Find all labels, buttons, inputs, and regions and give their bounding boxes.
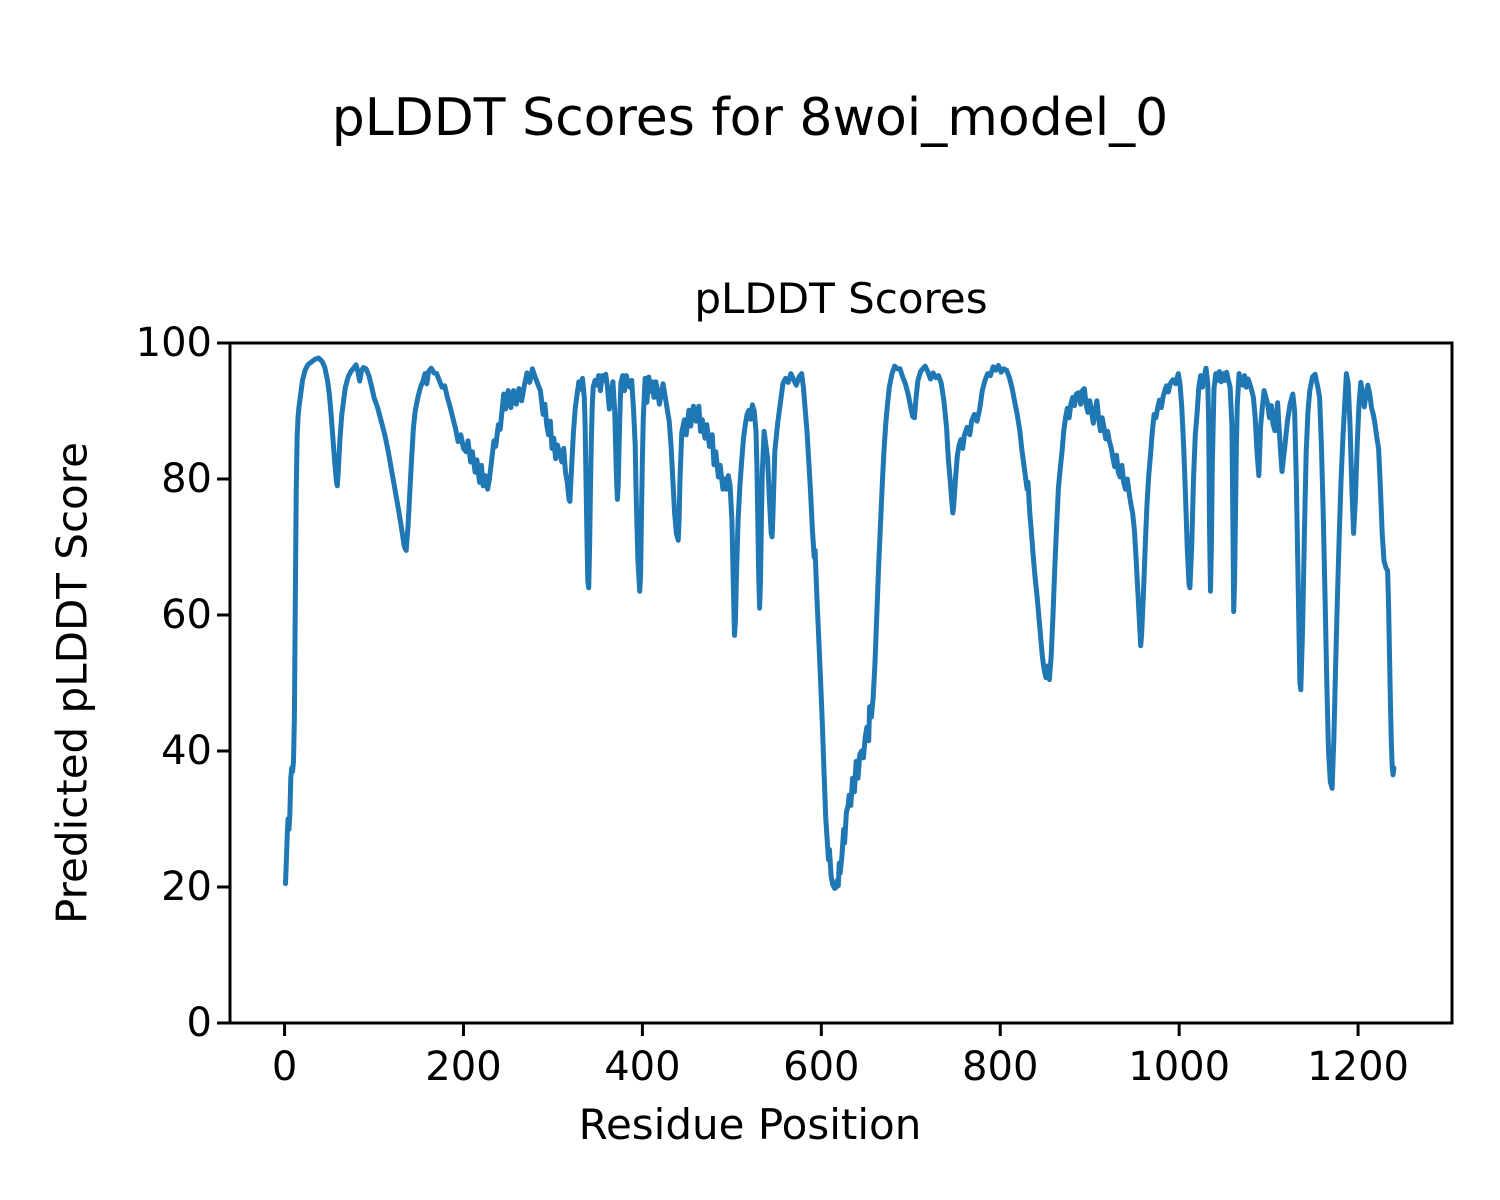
axis-ticks	[217, 341, 1360, 1036]
axes-title: pLDDT Scores	[694, 274, 988, 323]
y-tick-label: 0	[186, 1000, 212, 1046]
y-tick-label: 100	[135, 320, 212, 366]
y-tick-label: 80	[161, 456, 212, 502]
plddt-line	[283, 355, 1397, 891]
y-axis-label: Predicted pLDDT Score	[47, 442, 97, 924]
x-tick-label: 1000	[1128, 1044, 1231, 1090]
x-tick-label: 200	[425, 1044, 502, 1090]
x-tick-label: 0	[271, 1044, 298, 1090]
figure-suptitle: pLDDT Scores for 8woi_model_0	[331, 88, 1169, 148]
x-tick-label: 1200	[1307, 1044, 1409, 1090]
x-tick-label: 400	[604, 1044, 681, 1090]
x-axis-label: Residue Position	[578, 1100, 922, 1149]
y-tick-label: 20	[161, 864, 212, 910]
x-tick-label: 800	[962, 1044, 1039, 1090]
axes-spines	[228, 341, 1454, 1025]
y-tick-label: 60	[161, 592, 212, 638]
x-tick-label: 600	[783, 1044, 860, 1090]
y-tick-label: 40	[161, 728, 212, 774]
